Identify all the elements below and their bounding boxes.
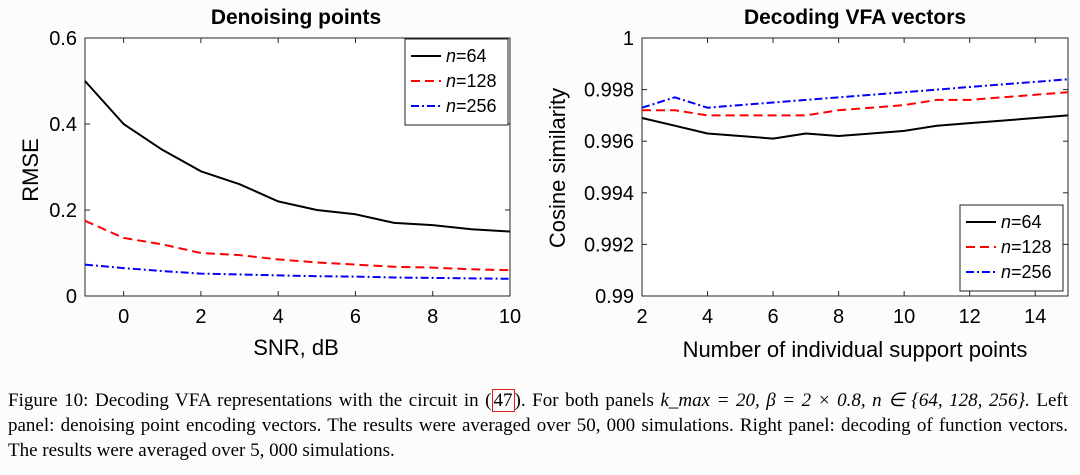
right-x-tick-label: 4 xyxy=(702,306,713,328)
left-legend: n=64 n=128 n=256 xyxy=(404,38,509,126)
caption-text-5: simulations. xyxy=(297,440,395,461)
caption-text-2: ). For both panels xyxy=(514,390,661,411)
left-legend-label-n128: n=128 xyxy=(446,71,497,91)
caption-math-n-set: n ∈ {64, 128, 256}. xyxy=(872,390,1030,411)
right-legend: n=64 n=128 n=256 xyxy=(959,204,1064,292)
right-x-tick-label: 10 xyxy=(893,306,915,328)
right-panel-title: Decoding VFA vectors xyxy=(744,6,966,29)
left-series-line-n256 xyxy=(84,263,511,280)
figure-canvas: Denoising points RMSE SNR, dB 0 2 4 6 8 10 0 0.… xyxy=(18,6,1069,362)
right-legend-label-n64: n=64 xyxy=(1001,212,1042,232)
figure-caption: Figure 10: Decoding VFA representations … xyxy=(8,388,1068,463)
left-y-tick-label: 0.4 xyxy=(49,114,77,136)
right-panel: Decoding VFA vectors Cosine similarity N… xyxy=(545,6,1069,362)
right-x-tick-label: 2 xyxy=(636,306,647,328)
caption-math-params: k_max = 20, β = 2 × 0.8, xyxy=(660,390,866,411)
left-x-tick-label: 8 xyxy=(427,306,438,328)
right-y-tick-label: 1 xyxy=(623,28,634,50)
left-legend-label-n64: n=64 xyxy=(446,46,487,66)
caption-text-3: Left panel: denoising point encoding vec… xyxy=(8,390,1069,436)
equation-reference-link[interactable]: 47 xyxy=(491,389,515,412)
caption-label: Figure 10: xyxy=(8,390,89,411)
left-x-tick-label: 4 xyxy=(273,306,284,328)
right-series-line-n64 xyxy=(641,114,1069,140)
left-panel: Denoising points RMSE SNR, dB 0 2 4 6 8 10 0 0.… xyxy=(18,6,521,360)
right-x-tick-label: 12 xyxy=(959,306,981,328)
left-series-line-n128 xyxy=(84,219,511,272)
caption-num-simulations-left: 50, 000 xyxy=(576,415,636,436)
caption-text-4: simulations. Right panel: decoding of fu… xyxy=(8,415,1068,461)
caption-num-simulations-right: 5, 000 xyxy=(250,440,298,461)
left-x-tick-label: 6 xyxy=(350,306,361,328)
right-legend-label-n256: n=256 xyxy=(1001,262,1052,282)
right-y-tick-label: 0.998 xyxy=(584,80,634,102)
left-y-tick-label: 0.6 xyxy=(49,28,77,50)
right-y-tick-label: 0.996 xyxy=(584,131,634,153)
caption-text-1: Decoding VFA representations with the ci… xyxy=(88,390,492,411)
left-panel-title: Denoising points xyxy=(211,6,381,29)
left-series-line-n64 xyxy=(84,80,511,233)
right-y-tick-label: 0.992 xyxy=(584,234,634,256)
right-series-line-n128 xyxy=(642,91,1069,117)
left-y-tick-label: 0.2 xyxy=(49,200,77,222)
left-legend-box xyxy=(404,38,509,126)
left-x-tick-label: 10 xyxy=(499,306,521,328)
right-legend-box xyxy=(959,204,1064,292)
left-legend-label-n256: n=256 xyxy=(446,96,497,116)
left-x-tick-label: 0 xyxy=(118,306,129,328)
right-x-tick-label: 8 xyxy=(833,306,844,328)
figure: Denoising points RMSE SNR, dB 0 2 4 6 8 10 0 0.… xyxy=(18,6,1069,362)
right-series-line-n256 xyxy=(641,78,1069,109)
right-x-axis-label: Number of individual support points xyxy=(683,337,1028,362)
right-x-tick-label: 6 xyxy=(768,306,779,328)
right-y-tick-label: 0.99 xyxy=(595,286,634,308)
right-x-tick-label: 14 xyxy=(1024,306,1046,328)
right-y-axis-label: Cosine similarity xyxy=(545,88,570,248)
left-x-tick-label: 2 xyxy=(195,306,206,328)
right-y-tick-label: 0.994 xyxy=(584,183,634,205)
left-y-axis-label: RMSE xyxy=(18,138,43,202)
left-x-axis-label: SNR, dB xyxy=(253,335,339,360)
left-y-tick-label: 0 xyxy=(66,286,77,308)
right-legend-label-n128: n=128 xyxy=(1001,237,1052,257)
